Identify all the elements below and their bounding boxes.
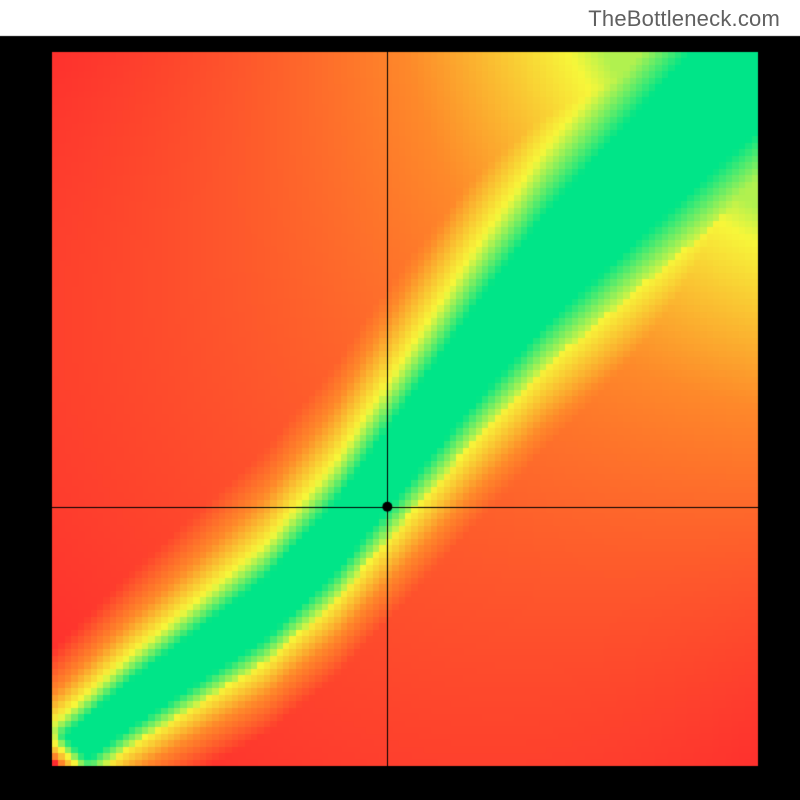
heatmap-canvas	[0, 0, 800, 800]
chart-container: TheBottleneck.com	[0, 0, 800, 800]
watermark-text: TheBottleneck.com	[588, 6, 780, 32]
